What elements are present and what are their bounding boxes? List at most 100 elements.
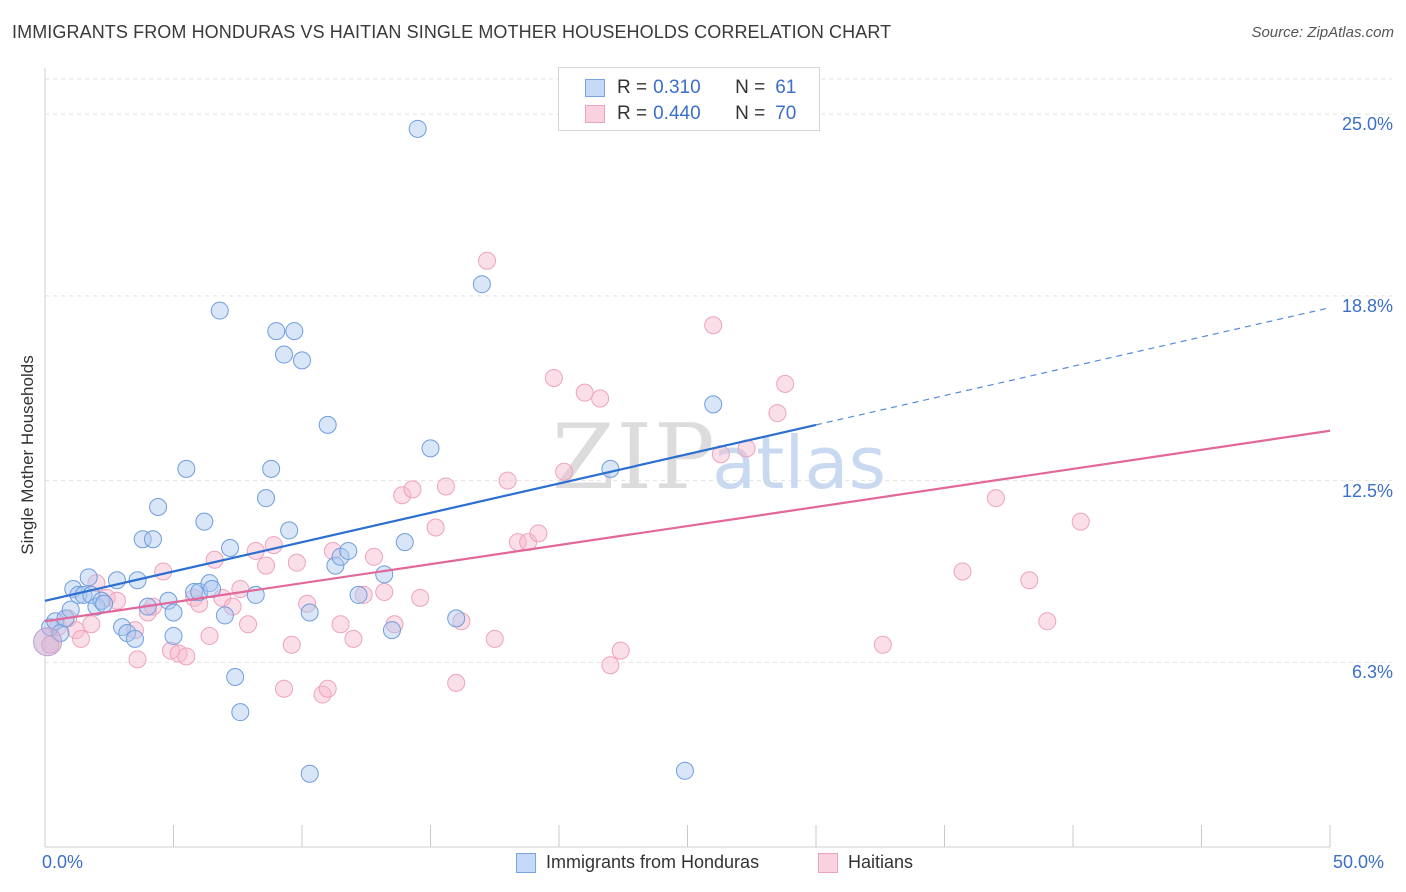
legend-item-haitians: Haitians [818,852,913,873]
honduras-point [210,301,229,320]
honduras-point [675,761,694,780]
stats-row-haitians: R = 0.440 N = 70 [585,101,796,127]
y-tick-label: 6.3% [1351,662,1393,683]
honduras-point [285,322,304,341]
honduras-point [280,521,299,540]
haitians-point [313,685,332,704]
haitians-trend-line [44,429,1331,623]
haitians-point [776,374,795,393]
haitians-point [239,615,258,634]
r-value-haitians: 0.440 [653,103,701,124]
honduras-point [293,351,311,370]
honduras-point [408,119,427,138]
honduras-point [339,541,358,560]
haitians-point [601,656,620,675]
legend-label-haitians: Haitians [848,852,914,872]
haitians-point [71,629,90,648]
honduras-point [113,618,132,637]
honduras-trend-line [44,423,817,602]
honduras-point [95,594,114,613]
honduras-point [267,322,286,341]
haitians-point [485,629,504,648]
honduras-point [704,395,723,414]
trend-lines [44,307,1331,623]
honduras-point [326,556,345,575]
legend-item-honduras: Immigrants from Honduras [516,852,759,873]
x-tick-min: 0.0% [42,852,84,872]
honduras-point [125,629,144,648]
honduras-trend-extension [815,307,1331,426]
honduras-point [164,626,183,645]
x-tick-max: 50.0% [1333,852,1385,872]
n-value-honduras: 61 [775,77,797,98]
y-tick-label: 25.0% [1341,114,1393,135]
haitians-point [1071,512,1090,531]
haitians-point [354,585,373,604]
haitians-point [344,629,363,648]
gridlines [45,78,1392,663]
haitians-point [575,383,594,402]
honduras-point [601,459,620,478]
honduras-point [149,497,168,516]
haitians-point [318,679,337,698]
watermark-atlas: atlas [712,421,886,505]
watermark: ZIP atlas [552,405,886,510]
haitians-point [529,524,548,543]
haitians-point [257,556,276,575]
honduras-legend-swatch [516,852,536,873]
n-label: N = [735,103,766,124]
honduras-point [195,512,214,531]
haitians-point [275,679,294,698]
honduras-point [133,530,152,549]
haitians-point [426,518,445,537]
stats-row-honduras: R = 0.310 N = 61 [585,75,796,101]
honduras-point [382,621,401,640]
haitians-point [138,603,157,622]
cluster-point [33,627,63,657]
haitians-point [953,562,972,581]
y-tick-label: 12.5% [1341,480,1393,501]
r-value-honduras: 0.310 [653,77,701,98]
haitians-points [41,251,1090,704]
haitians-point [331,615,350,634]
axes [44,68,1331,848]
honduras-points [33,119,723,783]
honduras-point [349,585,368,604]
haitians-point [478,251,497,270]
haitians-point [200,626,219,645]
honduras-point [257,489,276,508]
honduras-point [300,603,319,622]
haitians-point [1038,612,1057,631]
haitians-point [611,641,630,660]
y-tick-label: 18.8% [1341,295,1393,316]
honduras-point [375,565,394,584]
honduras-point [143,530,162,549]
haitians-point [1020,571,1039,590]
honduras-point [164,603,183,622]
haitians-point [555,462,574,481]
honduras-point [300,764,319,783]
honduras-point [447,609,466,628]
haitians-point [411,588,430,607]
honduras-point [421,439,440,458]
honduras-point [226,667,245,686]
honduras-point [79,568,98,587]
honduras-point [275,345,294,364]
source-label: Source: ZipAtlas.com [1251,24,1394,41]
haitians-point [704,316,723,335]
haitians-point [436,477,455,496]
legend-label-honduras: Immigrants from Honduras [546,852,760,872]
honduras-point [92,591,111,610]
haitians-point [393,486,412,505]
honduras-point [318,415,337,434]
haitians-legend-swatch [818,852,838,873]
haitians-point [447,673,466,692]
honduras-point [395,533,414,552]
haitians-point [364,547,383,566]
watermark-zip: ZIP [552,405,717,510]
honduras-point [231,703,250,722]
haitians-point [287,553,306,572]
haitians-point [375,582,394,601]
honduras-point [177,459,196,478]
